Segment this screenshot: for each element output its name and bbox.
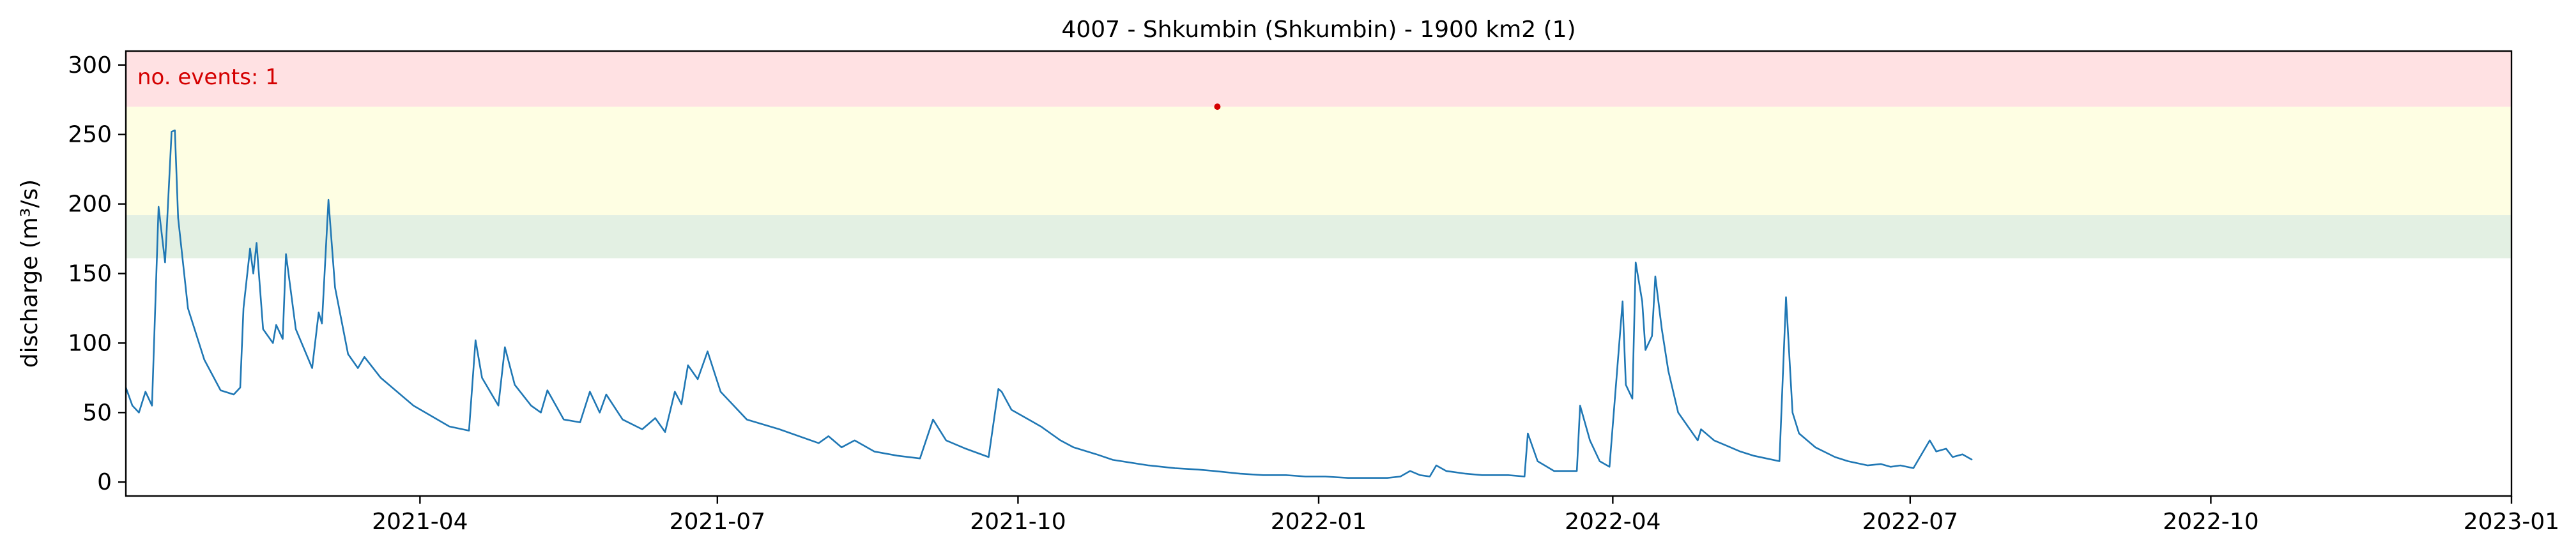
y-tick-label-100: 100 — [68, 330, 112, 356]
y-tick-label-200: 200 — [68, 192, 112, 218]
x-tick-label-2022-07: 2022-07 — [1862, 509, 1958, 535]
event-point — [1214, 103, 1221, 110]
x-tick-label-2021-04: 2021-04 — [372, 509, 468, 535]
threshold-band-3 — [126, 51, 2511, 107]
y-tick-label-250: 250 — [68, 122, 112, 148]
y-tick-label-300: 300 — [68, 52, 112, 79]
y-axis: 0 50 100 150 200 250 300 — [68, 52, 126, 495]
x-axis: 2021-04 2021-07 2021-10 2022-01 2022-04 2022-… — [372, 496, 2559, 535]
threshold-bands — [126, 51, 2511, 259]
y-tick-label-0: 0 — [97, 469, 112, 495]
events-count-annotation: no. events: 1 — [137, 64, 279, 90]
x-tick-label-2022-04: 2022-04 — [1565, 509, 1660, 535]
x-tick-label-2021-07: 2021-07 — [670, 509, 765, 535]
x-tick-label-2021-10: 2021-10 — [970, 509, 1066, 535]
series-line-discharge — [125, 129, 1973, 479]
chart-title: 4007 - Shkumbin (Shkumbin) - 1900 km2 (1… — [1061, 17, 1575, 43]
x-tick-label-2022-01: 2022-01 — [1271, 509, 1367, 535]
y-tick-label-50: 50 — [82, 400, 112, 426]
y-axis-label: discharge (m³/s) — [17, 179, 43, 368]
discharge-series — [125, 129, 1973, 479]
threshold-band-1 — [126, 215, 2511, 259]
event-marker — [1214, 103, 1221, 110]
x-tick-label-2022-10: 2022-10 — [2163, 509, 2258, 535]
y-tick-label-150: 150 — [68, 261, 112, 287]
threshold-band-2 — [126, 107, 2511, 216]
x-tick-label-2023-01: 2023-01 — [2464, 509, 2559, 535]
